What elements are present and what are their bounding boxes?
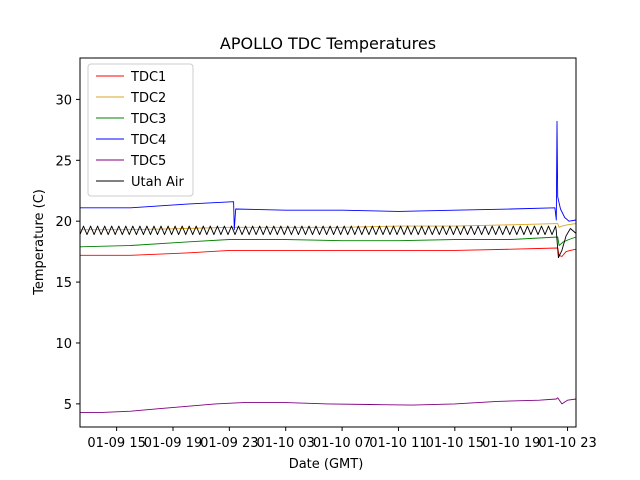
chart-title: APOLLO TDC Temperatures: [220, 34, 436, 53]
legend-label: Utah Air: [131, 175, 184, 190]
y-tick-label: 25: [55, 154, 72, 169]
legend-label: TDC3: [130, 112, 166, 127]
y-tick-label: 5: [64, 398, 72, 413]
legend-label: TDC1: [130, 70, 166, 85]
y-axis: 5 10 15 20 25 30: [55, 93, 80, 413]
x-tick-label: 01-10 03: [257, 436, 315, 451]
x-tick-label: 01-09 19: [144, 436, 202, 451]
series-line-tdc5: [80, 397, 577, 413]
series-line-tdc2: [80, 223, 577, 231]
x-tick-label: 01-10 19: [482, 436, 540, 451]
x-tick-label: 01-09 23: [200, 436, 258, 451]
y-tick-label: 20: [55, 215, 72, 230]
legend-label: TDC4: [130, 133, 166, 148]
x-tick-label: 01-10 11: [369, 436, 427, 451]
series-line-tdc4: [80, 120, 577, 231]
x-tick-label: 01-09 15: [87, 436, 145, 451]
y-axis-label: Temperature (C): [32, 189, 47, 296]
plot-frame: [79, 57, 577, 428]
x-tick-label: 01-10 07: [313, 436, 371, 451]
y-tick-label: 10: [55, 337, 72, 352]
x-axis-label: Date (GMT): [289, 457, 364, 472]
series-line-tdc3: [79, 236, 577, 248]
x-tick-label: 01-10 15: [426, 436, 484, 451]
y-tick-label: 15: [55, 276, 72, 291]
y-tick-label: 30: [55, 93, 72, 108]
legend: TDC1 TDC2 TDC3 TDC4 TDC5 Utah Air: [87, 63, 194, 197]
series-line-utah-air: [79, 225, 577, 259]
series-layer: [79, 120, 577, 413]
series-line-tdc1: [80, 247, 577, 257]
legend-label: TDC2: [130, 91, 166, 106]
legend-label: TDC5: [130, 154, 166, 169]
x-tick-label: 01-10 23: [538, 436, 596, 451]
